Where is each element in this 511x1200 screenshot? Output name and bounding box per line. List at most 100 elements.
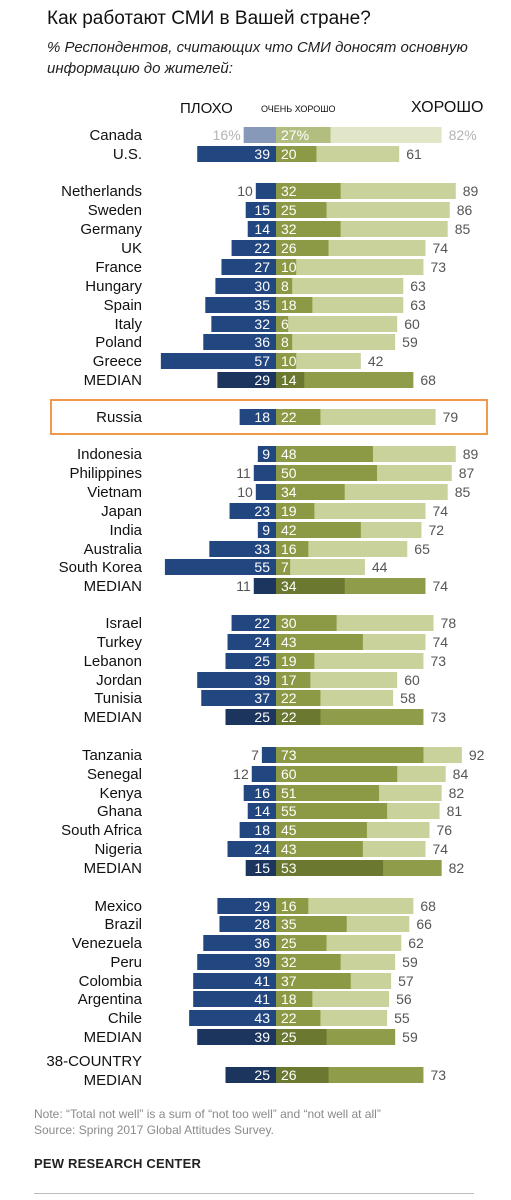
bar-good	[276, 559, 365, 575]
bar-very-good	[276, 709, 321, 725]
value-label-very-good: 10	[281, 353, 297, 369]
bar-bad	[201, 690, 276, 706]
category-label: Hungary	[85, 278, 142, 295]
bar-bad	[193, 973, 276, 989]
bar-bad	[225, 1067, 276, 1083]
value-label-very-good: 73	[281, 747, 297, 763]
value-label-very-good: 35	[281, 916, 297, 932]
value-label-very-good: 32	[281, 221, 297, 237]
value-label-good: 73	[430, 653, 446, 669]
value-label-bad: 14	[254, 221, 270, 237]
category-label: Tunisia	[94, 690, 142, 707]
value-label-very-good: 16	[281, 541, 297, 557]
bar-very-good	[276, 503, 315, 519]
chart-subtitle: % Респондентов, считающих что СМИ донося…	[47, 39, 468, 77]
bar-bad	[215, 278, 276, 294]
value-label-very-good: 60	[281, 766, 297, 782]
bar-very-good	[276, 785, 380, 801]
value-label-bad: 18	[254, 409, 270, 425]
value-label-very-good: 32	[281, 183, 297, 199]
value-label-bad: 25	[254, 709, 270, 725]
value-label-bad: 36	[254, 334, 270, 350]
category-label: U.S.	[113, 146, 142, 163]
value-label-good: 55	[394, 1010, 410, 1026]
bar-very-good	[276, 146, 317, 162]
value-label-very-good: 45	[281, 822, 297, 838]
footer-divider	[34, 1193, 474, 1194]
value-label-good: 82	[449, 860, 465, 876]
bar-very-good	[276, 1067, 329, 1083]
bar-very-good	[276, 559, 291, 575]
bar-bad	[261, 747, 276, 763]
bar-bad	[160, 353, 276, 369]
value-label-very-good: 25	[281, 1029, 297, 1045]
value-label-good: 92	[469, 747, 485, 763]
value-label-very-good: 27%	[281, 127, 309, 143]
bar-very-good	[276, 747, 424, 763]
category-label: Argentina	[78, 991, 143, 1008]
bar-bad	[239, 409, 276, 425]
bar-bad	[217, 372, 276, 388]
value-label-very-good: 18	[281, 297, 297, 313]
bar-very-good	[276, 183, 341, 199]
value-label-bad: 39	[254, 1029, 270, 1045]
value-label-good: 68	[420, 372, 436, 388]
bar-good	[276, 334, 396, 350]
bar-very-good	[276, 954, 341, 970]
value-label-good: 82	[449, 785, 465, 801]
category-label: Nigeria	[94, 841, 142, 858]
bar-very-good	[276, 409, 321, 425]
category-label: Colombia	[79, 973, 143, 990]
bar-bad	[225, 709, 276, 725]
category-label: South Africa	[61, 822, 143, 839]
category-label: MEDIAN	[84, 1072, 142, 1089]
note-line: Note: “Total not well” is a sum of “not …	[34, 1107, 381, 1121]
bar-very-good	[276, 578, 345, 594]
value-label-bad: 37	[254, 690, 270, 706]
highlight-box	[50, 399, 488, 435]
value-label-bad: 14	[254, 803, 270, 819]
category-label: Jordan	[96, 672, 142, 689]
value-label-very-good: 22	[281, 709, 297, 725]
bar-bad	[205, 297, 276, 313]
bar-bad	[247, 221, 276, 237]
value-label-very-good: 8	[281, 278, 289, 294]
bar-very-good	[276, 690, 321, 706]
value-label-very-good: 55	[281, 803, 297, 819]
value-label-very-good: 6	[281, 316, 289, 332]
value-label-good: 60	[404, 316, 420, 332]
value-label-very-good: 18	[281, 991, 297, 1007]
value-label-good: 74	[432, 240, 448, 256]
category-label: Peru	[110, 954, 142, 971]
bar-bad	[189, 1010, 276, 1026]
bar-good	[276, 353, 361, 369]
value-label-bad: 35	[254, 297, 270, 313]
value-label-very-good: 43	[281, 634, 297, 650]
value-label-very-good: 16	[281, 898, 297, 914]
category-label: Netherlands	[61, 183, 142, 200]
source-credit: PEW RESEARCH CENTER	[34, 1156, 202, 1171]
bar-very-good	[276, 334, 293, 350]
bar-bad	[247, 803, 276, 819]
category-label: Canada	[89, 127, 142, 144]
value-label-bad: 10	[237, 484, 253, 500]
bar-bad	[221, 259, 276, 275]
value-label-very-good: 53	[281, 860, 297, 876]
value-label-good: 84	[453, 766, 469, 782]
legend-good-label: ХОРОШО	[411, 99, 484, 116]
value-label-good: 74	[432, 578, 448, 594]
bar-very-good	[276, 973, 351, 989]
value-label-bad: 41	[254, 973, 270, 989]
bar-bad	[255, 484, 276, 500]
bar-bad	[219, 916, 276, 932]
bar-bad	[253, 465, 276, 481]
bar-bad	[245, 860, 276, 876]
value-label-very-good: 22	[281, 690, 297, 706]
bar-bad	[193, 991, 276, 1007]
bar-bad	[257, 522, 276, 538]
category-label: Tanzania	[82, 747, 143, 764]
value-label-bad: 12	[233, 766, 249, 782]
category-label: Greece	[93, 353, 142, 370]
